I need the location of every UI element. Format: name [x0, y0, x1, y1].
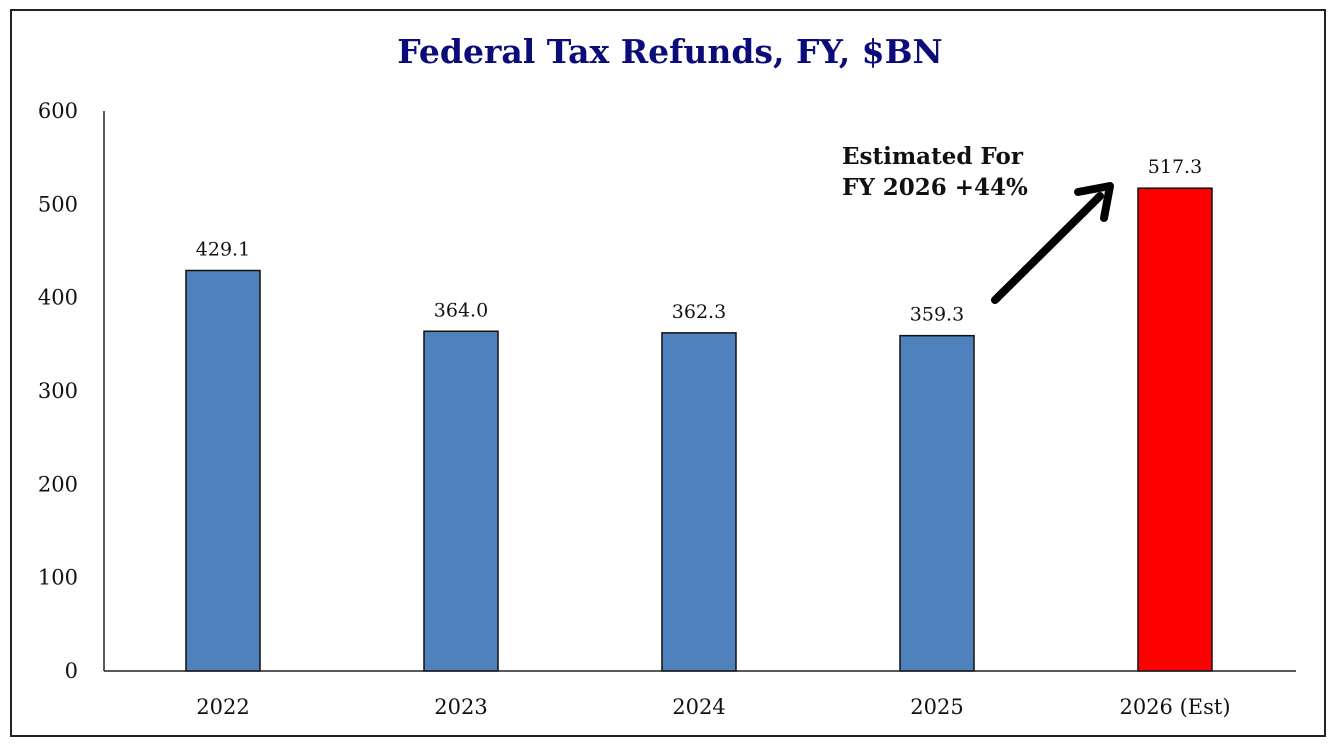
chart-frame: [10, 9, 1326, 737]
y-tick-label: 300: [38, 379, 78, 403]
data-label: 362.3: [672, 301, 726, 323]
y-tick-label: 100: [38, 566, 78, 590]
data-label: 364.0: [434, 299, 488, 321]
x-tick-label: 2022: [196, 695, 249, 719]
bar-2022: [185, 269, 261, 672]
y-tick-label: 500: [38, 192, 78, 216]
bar-2023: [423, 330, 499, 672]
bar-2025: [899, 334, 975, 672]
x-tick-label: 2026 (Est): [1119, 695, 1230, 719]
annotation-line-1: Estimated For: [842, 143, 1024, 170]
y-tick-label: 400: [38, 286, 78, 310]
annotation-arrow: [991, 182, 1114, 304]
annotation-line-2: FY 2026 +44%: [842, 174, 1028, 201]
data-label: 517.3: [1148, 156, 1202, 178]
x-tick-label: 2025: [910, 695, 963, 719]
y-tick-label: 0: [65, 659, 78, 683]
data-label: 359.3: [910, 304, 964, 326]
y-tick-label: 600: [38, 99, 78, 123]
chart-title: Federal Tax Refunds, FY, $BN: [397, 32, 943, 71]
x-tick-label: 2024: [672, 695, 725, 719]
bar-2026-est-: [1137, 187, 1213, 672]
y-tick-label: 200: [38, 472, 78, 496]
bar-2024: [661, 332, 737, 672]
data-label: 429.1: [196, 239, 250, 261]
x-tick-label: 2023: [434, 695, 487, 719]
